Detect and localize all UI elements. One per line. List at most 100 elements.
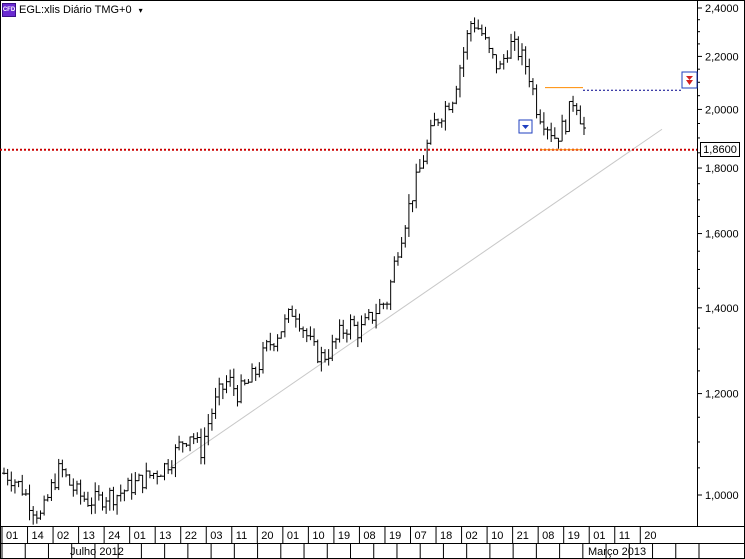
price-bar — [20, 474, 25, 496]
price-bar — [53, 473, 58, 491]
price-bar — [337, 319, 342, 343]
chart-header[interactable]: CFD EGL:xlis Diário TMG+0 ▾ — [2, 3, 143, 17]
price-bar — [93, 482, 98, 514]
price-bar — [242, 379, 247, 386]
price-bar — [494, 54, 499, 74]
x-tick-label: 19 — [568, 530, 580, 542]
price-bar — [425, 139, 430, 165]
price-bar — [534, 84, 539, 119]
price-bar — [308, 326, 313, 341]
alert-arrow-icon[interactable] — [681, 71, 698, 89]
price-bar — [490, 47, 495, 59]
price-bar — [432, 112, 437, 127]
price-bar — [60, 459, 65, 478]
price-bar — [406, 194, 411, 237]
price-bar — [472, 17, 477, 33]
x-axis-months: Julho 2012 Março 2013 — [1, 544, 700, 559]
price-bar — [395, 252, 400, 266]
price-bar — [250, 363, 255, 383]
price-bar — [246, 378, 251, 384]
x-tick-label: 13 — [83, 530, 95, 542]
price-bar — [392, 256, 397, 283]
price-bar — [264, 339, 269, 352]
price-bar — [162, 462, 167, 481]
price-bar — [155, 470, 160, 485]
price-bar — [399, 237, 404, 258]
y-tick-label: 1,2000 — [705, 389, 739, 401]
price-bar — [42, 495, 47, 516]
down-arrow-marker-icon[interactable] — [518, 119, 533, 134]
price-bar — [417, 159, 422, 173]
price-bar — [487, 36, 492, 54]
price-bar — [257, 362, 262, 378]
x-tick-label: 20 — [261, 530, 273, 542]
price-bar — [509, 33, 514, 59]
price-bar — [476, 19, 481, 30]
price-bar — [151, 472, 156, 480]
x-tick-label: 08 — [542, 530, 554, 542]
price-bar — [388, 279, 393, 311]
price-bar — [2, 467, 6, 475]
y-tick-label: 2,2000 — [705, 51, 739, 63]
x-tick-label: 21 — [517, 530, 529, 542]
y-tick-label: 2,4000 — [705, 3, 739, 15]
x-tick-label: 13 — [159, 530, 171, 542]
price-bar — [144, 462, 149, 490]
price-bar — [319, 346, 324, 372]
price-bar — [359, 315, 364, 343]
price-bar — [147, 470, 152, 479]
price-bar — [333, 337, 338, 349]
price-bar — [5, 468, 10, 486]
price-bar — [104, 497, 109, 514]
price-bar — [479, 24, 484, 36]
price-bar — [126, 477, 131, 492]
price-bar — [512, 31, 517, 51]
price-bar — [468, 21, 473, 42]
price-bar — [279, 331, 284, 339]
price-bar — [538, 109, 543, 125]
price-bar — [129, 473, 134, 500]
price-bar — [71, 478, 76, 497]
price-bar — [12, 479, 17, 494]
price-bar — [136, 473, 141, 482]
x-tick-label: 10 — [491, 530, 503, 542]
x-tick-label: 02 — [466, 530, 478, 542]
price-bar — [450, 101, 455, 113]
x-month-label: Julho 2012 — [70, 546, 124, 558]
price-bar — [235, 384, 240, 407]
price-bar — [198, 428, 203, 465]
price-bar — [552, 127, 557, 140]
price-bar — [530, 78, 535, 96]
price-bar — [38, 510, 43, 520]
price-bar — [16, 480, 21, 488]
price-bar — [173, 444, 178, 478]
x-axis: 01 14 02 13 24 01 13 22 03 11 20 01 10 19 08 19 07 18 02 10… — [1, 527, 657, 543]
price-bar — [85, 491, 90, 507]
price-bar — [527, 58, 532, 88]
price-bar — [312, 328, 317, 346]
x-tick-label: 02 — [57, 530, 69, 542]
price-bars — [2, 17, 586, 525]
x-tick-label: 11 — [236, 530, 247, 542]
dropdown-caret-icon[interactable]: ▾ — [138, 5, 143, 15]
price-bar — [582, 116, 586, 135]
price-bar — [501, 54, 506, 70]
x-tick-label: 19 — [338, 530, 350, 542]
x-tick-label: 11 — [619, 530, 630, 542]
trend-line[interactable] — [169, 128, 663, 469]
price-bar — [465, 30, 470, 60]
price-bar — [111, 486, 116, 511]
price-bar — [519, 43, 524, 66]
price-bar — [45, 494, 50, 502]
price-bar — [483, 26, 488, 40]
price-bar — [271, 343, 276, 352]
price-bar — [133, 472, 138, 495]
price-bar — [293, 309, 298, 328]
price-bar — [301, 326, 306, 338]
price-bar — [498, 60, 503, 70]
price-bar — [49, 479, 54, 501]
price-bar — [275, 334, 280, 352]
